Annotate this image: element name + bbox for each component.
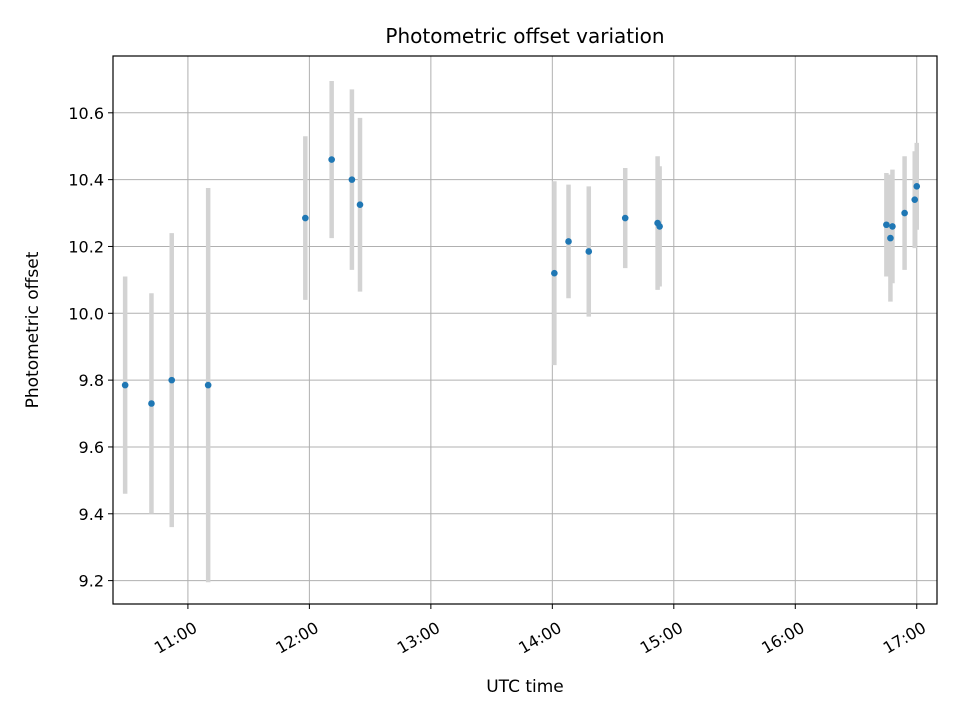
data-point — [621, 214, 629, 222]
data-point — [121, 381, 129, 389]
data-points — [121, 156, 921, 407]
data-point — [887, 234, 894, 242]
y-tick-label: 10.0 — [68, 304, 104, 323]
data-point — [656, 223, 663, 230]
chart-title: Photometric offset variation — [385, 24, 664, 48]
data-point — [911, 196, 919, 203]
data-point — [901, 209, 908, 217]
data-point — [348, 176, 356, 183]
axes — [108, 55, 938, 609]
data-point — [551, 269, 558, 277]
grid-lines — [113, 56, 937, 604]
y-tick-label: 10.2 — [68, 237, 104, 256]
y-tick-label: 9.2 — [79, 572, 104, 591]
data-point — [889, 223, 896, 230]
y-tick-label: 10.4 — [68, 171, 104, 190]
y-axis-label: Photometric offset — [23, 251, 43, 408]
data-point — [356, 201, 364, 208]
data-point — [913, 183, 921, 190]
y-tick-label: 9.4 — [79, 505, 104, 524]
y-tick-labels: 9.2 9.4 9.6 9.8 10.0 10.2 10.4 10.6 — [68, 104, 104, 591]
data-point — [585, 248, 593, 255]
data-point — [168, 376, 176, 384]
y-tick-label: 9.6 — [79, 438, 104, 457]
data-point — [883, 221, 890, 229]
data-point — [328, 156, 335, 163]
x-axis-label: UTC time — [486, 677, 564, 697]
data-point — [565, 238, 572, 245]
y-tick-label: 10.6 — [68, 104, 104, 123]
plot-frame — [112, 55, 938, 605]
data-point — [204, 381, 212, 389]
y-tick-label: 9.8 — [79, 371, 104, 390]
data-point — [302, 214, 309, 222]
data-point — [148, 400, 155, 407]
